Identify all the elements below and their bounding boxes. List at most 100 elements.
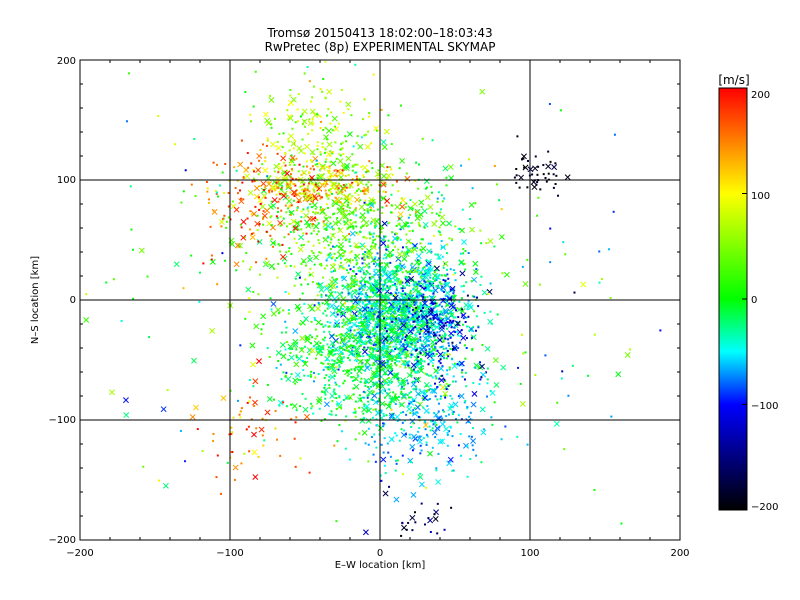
data-point	[225, 226, 228, 229]
data-point-x	[245, 286, 252, 293]
data-point	[407, 307, 410, 310]
data-point	[447, 277, 450, 280]
data-point	[456, 330, 459, 333]
data-point	[406, 335, 409, 338]
data-point	[313, 190, 316, 193]
data-point	[276, 152, 279, 155]
data-point	[376, 326, 379, 329]
data-point	[383, 283, 386, 286]
data-point	[411, 325, 414, 328]
data-point-x	[451, 363, 458, 370]
data-point	[248, 450, 251, 453]
data-point	[393, 283, 396, 286]
data-point	[321, 208, 324, 211]
data-point	[401, 337, 404, 340]
data-point	[310, 194, 313, 197]
data-point	[391, 320, 394, 323]
data-point	[383, 181, 386, 184]
data-point	[409, 303, 412, 306]
data-point	[432, 423, 435, 426]
data-point	[367, 443, 370, 446]
data-point	[339, 154, 342, 157]
data-point	[333, 311, 336, 314]
data-point	[342, 251, 345, 254]
data-point	[327, 108, 330, 111]
data-point	[365, 280, 368, 283]
data-point	[314, 337, 317, 340]
data-point	[374, 243, 377, 246]
data-point	[343, 250, 346, 253]
data-point	[443, 410, 446, 413]
data-point	[443, 319, 446, 322]
data-point	[438, 313, 441, 316]
data-point	[452, 380, 455, 383]
data-point	[435, 313, 438, 316]
data-point	[413, 345, 416, 348]
data-point	[293, 284, 296, 287]
data-point-x	[254, 220, 261, 227]
data-point	[329, 241, 332, 244]
data-point-x	[290, 218, 297, 225]
data-point	[382, 425, 385, 428]
data-point	[402, 411, 405, 414]
data-point	[442, 354, 445, 357]
data-point	[282, 217, 285, 220]
data-point	[267, 189, 270, 192]
data-point	[301, 123, 304, 126]
data-point	[252, 169, 255, 172]
data-point	[370, 233, 373, 236]
data-point	[375, 381, 378, 384]
data-point	[418, 427, 421, 430]
data-point-x	[345, 155, 352, 162]
data-point	[262, 217, 265, 220]
data-point	[445, 357, 448, 360]
data-point-x	[392, 277, 399, 284]
data-point	[587, 374, 590, 377]
data-point	[444, 280, 447, 283]
data-point-x	[470, 401, 477, 408]
data-point	[404, 275, 407, 278]
data-point	[353, 367, 356, 370]
data-point	[389, 305, 392, 308]
data-point	[331, 359, 334, 362]
data-point	[404, 348, 407, 351]
data-point	[381, 212, 384, 215]
data-point	[352, 225, 355, 228]
data-point	[290, 373, 293, 376]
data-point	[325, 166, 328, 169]
data-point-x	[386, 269, 393, 276]
data-point-x	[308, 271, 315, 278]
x-tick-label: 100	[520, 548, 539, 559]
data-point	[377, 269, 380, 272]
data-point	[394, 393, 397, 396]
data-point-x	[380, 361, 387, 368]
data-point	[291, 169, 294, 172]
data-point	[418, 347, 421, 350]
data-point	[390, 143, 393, 146]
data-point	[363, 253, 366, 256]
data-point	[436, 366, 439, 369]
data-point	[414, 285, 417, 288]
data-point	[426, 435, 429, 438]
data-point	[240, 226, 243, 229]
data-point	[251, 180, 254, 183]
data-point	[470, 418, 473, 421]
data-point	[629, 348, 632, 351]
data-point	[315, 159, 318, 162]
data-point	[353, 274, 356, 277]
data-point	[324, 61, 327, 63]
data-point	[327, 235, 330, 238]
data-point	[456, 363, 459, 366]
data-point	[388, 405, 391, 408]
data-point	[319, 88, 322, 91]
data-point	[402, 297, 405, 300]
data-point	[125, 120, 128, 123]
data-point	[404, 206, 407, 209]
data-point	[302, 232, 305, 235]
data-point	[342, 369, 345, 372]
data-point	[383, 316, 386, 319]
data-point	[454, 271, 457, 274]
data-point-x	[477, 364, 484, 371]
data-point	[429, 276, 432, 279]
data-point	[441, 417, 444, 420]
